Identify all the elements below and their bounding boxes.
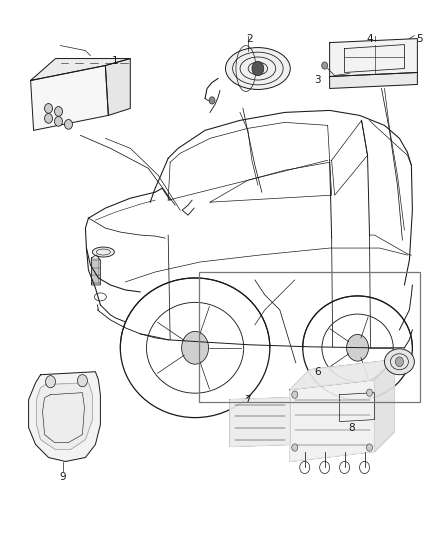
Polygon shape (37, 383, 92, 449)
Circle shape (45, 103, 53, 114)
Ellipse shape (226, 47, 290, 90)
Text: 1: 1 (112, 55, 119, 66)
Ellipse shape (92, 247, 114, 257)
Polygon shape (374, 360, 395, 451)
Text: 9: 9 (59, 472, 66, 482)
Polygon shape (330, 38, 417, 77)
Circle shape (54, 107, 63, 116)
Text: 2: 2 (247, 34, 253, 44)
Circle shape (252, 61, 264, 76)
Polygon shape (31, 59, 130, 80)
Circle shape (182, 332, 208, 364)
Circle shape (292, 391, 298, 398)
Text: 6: 6 (314, 367, 321, 377)
Circle shape (78, 375, 88, 387)
Text: 4: 4 (366, 34, 373, 44)
Circle shape (54, 117, 63, 126)
Text: 3: 3 (314, 76, 321, 85)
Polygon shape (31, 66, 108, 131)
Circle shape (321, 62, 328, 69)
Text: 7: 7 (244, 394, 251, 405)
Text: 5: 5 (416, 34, 423, 44)
Circle shape (46, 376, 56, 388)
Circle shape (64, 119, 72, 129)
Circle shape (346, 334, 368, 361)
Bar (199, 272, 420, 402)
Polygon shape (330, 72, 417, 88)
Circle shape (396, 357, 403, 367)
Circle shape (367, 389, 372, 397)
Polygon shape (106, 59, 130, 116)
Text: 8: 8 (348, 423, 355, 433)
Circle shape (367, 444, 372, 451)
Circle shape (45, 114, 53, 123)
Polygon shape (28, 372, 100, 462)
Polygon shape (290, 360, 395, 390)
Circle shape (292, 444, 298, 451)
Polygon shape (290, 379, 374, 462)
Circle shape (209, 97, 215, 104)
Ellipse shape (385, 349, 414, 375)
Polygon shape (230, 398, 290, 447)
